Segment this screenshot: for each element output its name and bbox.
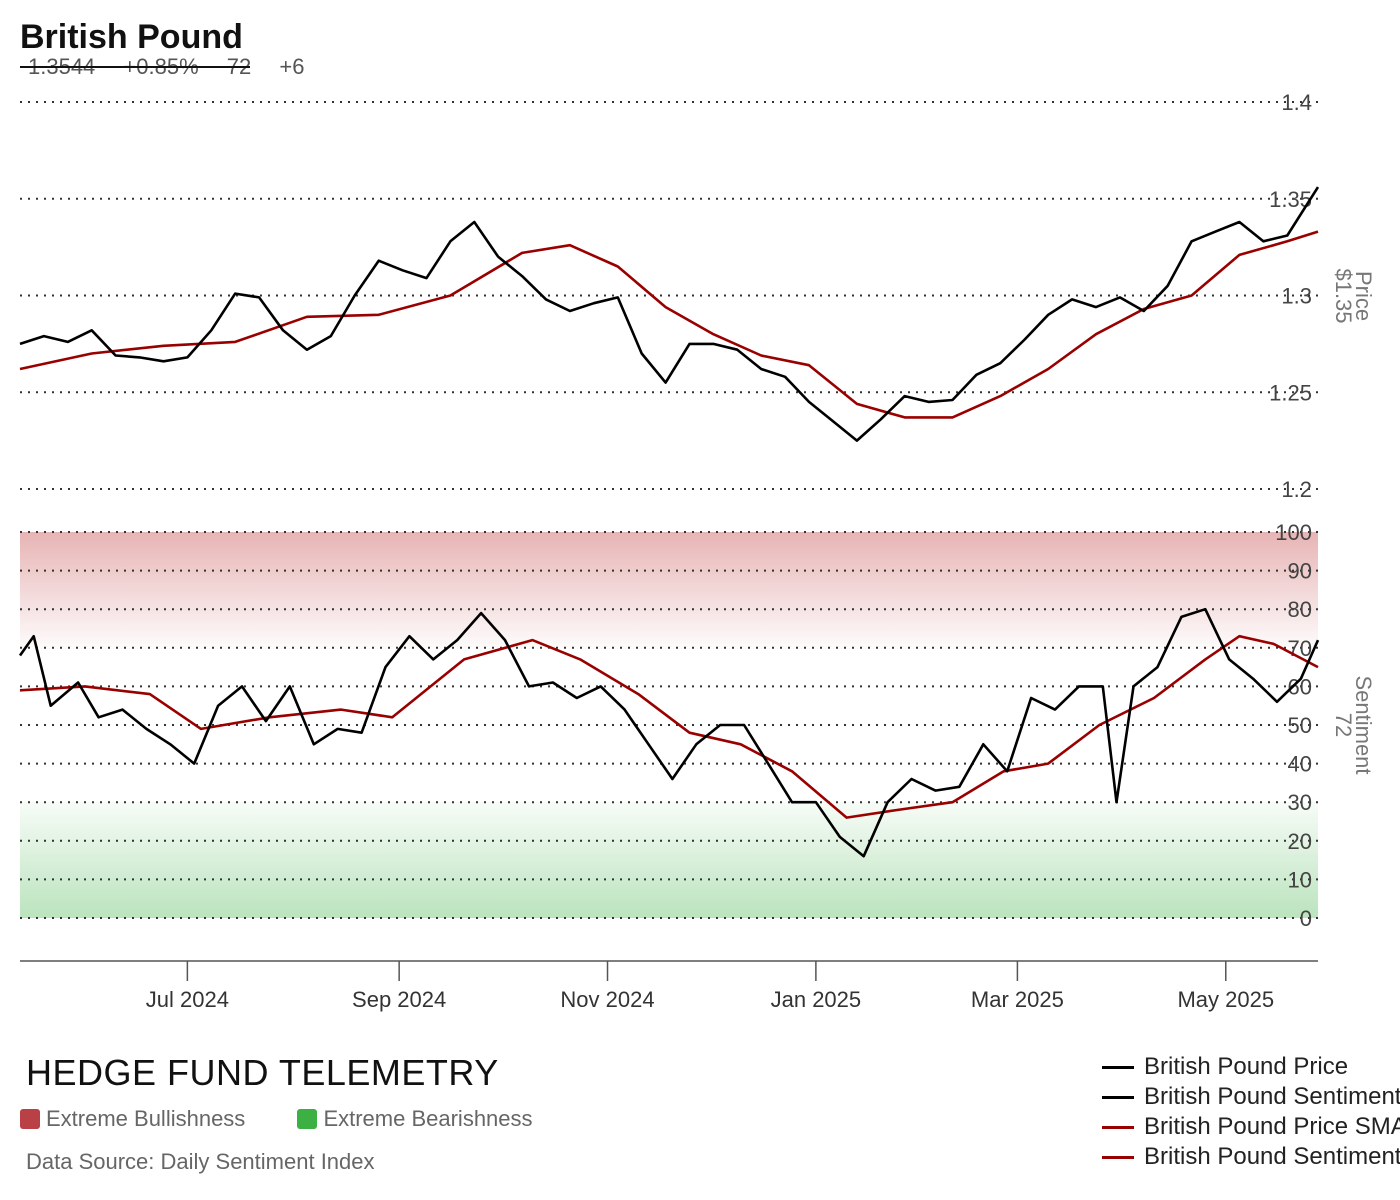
extreme-bullish-band xyxy=(20,532,1318,648)
sentiment-tick-label: 0 xyxy=(1300,906,1312,931)
bullish-swatch xyxy=(20,1109,40,1129)
x-tick-label: May 2025 xyxy=(1177,987,1274,1012)
sentiment-tick-label: 40 xyxy=(1288,752,1312,777)
british-pound-price-sma-line xyxy=(19,230,1319,419)
price-tick-label: 1.3 xyxy=(1281,284,1312,309)
zone-legend: Extreme Bullishness Extreme Bearishness xyxy=(20,1106,579,1135)
price-tick-label: 1.4 xyxy=(1281,90,1312,115)
x-tick-label: Mar 2025 xyxy=(971,987,1064,1012)
sentiment-axis-title: Sentiment xyxy=(1351,675,1376,774)
legend-item-sentiment[interactable]: British Pound Sentiment xyxy=(1102,1082,1400,1112)
zone-legend-bullish: Extreme Bullishness xyxy=(20,1106,245,1132)
british-pound-price-line xyxy=(19,186,1320,442)
legend-item-price[interactable]: British Pound Price xyxy=(1102,1052,1400,1082)
x-tick-label: Sep 2024 xyxy=(352,987,446,1012)
legend-swatch-price-sma xyxy=(1102,1125,1134,1129)
legend-label-sentiment: British Pound Sentiment xyxy=(1144,1083,1400,1110)
sentiment-tick-label: 10 xyxy=(1288,867,1312,892)
british-pound-sentiment-sma-line xyxy=(19,634,1319,819)
brand-name: HEDGE FUND TELEMETRY xyxy=(26,1052,499,1093)
legend-swatch-price xyxy=(1102,1065,1134,1069)
sentiment-change: +6 xyxy=(279,54,305,79)
legend-label-price: British Pound Price xyxy=(1144,1053,1349,1080)
legend-swatch-sentiment-sma xyxy=(1102,1155,1134,1159)
zone-legend-bearish: Extreme Bearishness xyxy=(297,1106,533,1132)
price-axis-title: Price xyxy=(1351,271,1376,321)
x-tick-label: Jul 2024 xyxy=(146,987,229,1012)
sentiment-axis-value: 72 xyxy=(1331,713,1356,737)
sentiment-tick-label: 50 xyxy=(1288,713,1312,738)
chart-title: British Pound xyxy=(20,18,243,56)
sentiment-tick-label: 30 xyxy=(1288,790,1312,815)
bearish-swatch xyxy=(297,1109,318,1129)
legend-label-price-sma: British Pound Price SMA xyxy=(1144,1113,1400,1140)
sentiment-tick-label: 80 xyxy=(1288,597,1312,622)
price-tick-label: 1.25 xyxy=(1269,380,1312,405)
price-tick-label: 1.2 xyxy=(1281,477,1312,502)
x-tick-label: Nov 2024 xyxy=(560,987,654,1012)
legend-label-sentiment-sma: British Pound Sentiment SMA xyxy=(1144,1143,1400,1170)
legend-swatch-sentiment xyxy=(1102,1095,1134,1099)
title-underline xyxy=(20,66,250,68)
data-source: Data Source: Daily Sentiment Index xyxy=(26,1149,375,1174)
sentiment-tick-label: 20 xyxy=(1288,829,1312,854)
extreme-bearish-band xyxy=(20,802,1318,918)
british-pound-sentiment-line xyxy=(18,607,1320,858)
zone-legend-bullish-label: Extreme Bullishness xyxy=(46,1106,246,1131)
legend-item-price-sma[interactable]: British Pound Price SMA xyxy=(1102,1112,1400,1142)
zone-legend-bearish-label: Extreme Bearishness xyxy=(323,1106,533,1131)
sentiment-tick-label: 100 xyxy=(1275,520,1312,545)
legend-item-sentiment-sma[interactable]: British Pound Sentiment SMA xyxy=(1102,1142,1400,1172)
price-axis-value: $1.35 xyxy=(1331,268,1356,323)
chart-canvas: 1.41.351.31.251.2Price$1.351009080706050… xyxy=(18,90,1376,1012)
sentiment-tick-label: 90 xyxy=(1288,559,1312,584)
series-legend: British Pound Price British Pound Sentim… xyxy=(1102,1052,1400,1172)
x-tick-label: Jan 2025 xyxy=(771,987,862,1012)
